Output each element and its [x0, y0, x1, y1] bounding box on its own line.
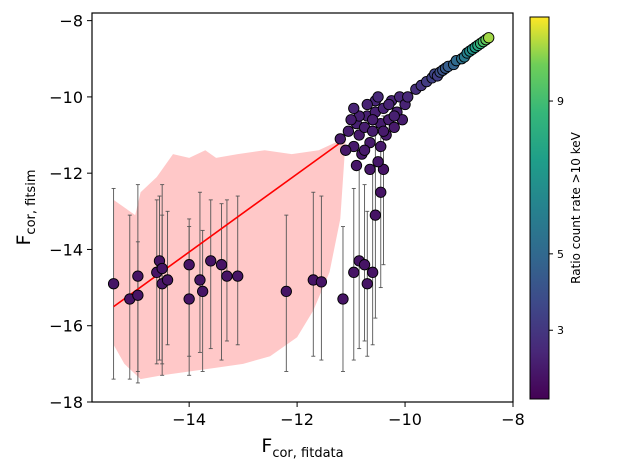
y-tick-label: −12 — [49, 164, 83, 183]
data-point — [375, 140, 387, 153]
fit-line — [113, 138, 347, 308]
data-point — [183, 293, 195, 305]
colorbar-tick-label: 5 — [557, 248, 564, 261]
data-point — [348, 266, 360, 278]
colorbar — [529, 16, 550, 400]
plot-frame — [91, 12, 514, 403]
data-point — [107, 278, 120, 290]
confidence-band — [113, 136, 346, 380]
x-axis-label-sub: cor, fitdata — [272, 446, 343, 461]
y-tick-label: −16 — [49, 317, 83, 336]
data-point — [372, 91, 384, 103]
data-point — [196, 285, 209, 298]
data-point-layer — [107, 32, 495, 305]
data-point — [334, 133, 346, 145]
data-point — [369, 209, 382, 221]
data-point — [383, 98, 395, 111]
data-point — [361, 278, 373, 290]
data-point — [132, 289, 144, 301]
colorbar-tick-label: 3 — [557, 324, 564, 337]
data-point — [353, 129, 365, 141]
data-point — [367, 266, 379, 278]
x-axis-label: Fcor, fitdata — [261, 435, 343, 461]
data-point — [367, 114, 379, 126]
y-tick-label: −14 — [49, 240, 83, 259]
data-point — [161, 274, 174, 286]
data-point — [345, 114, 357, 126]
data-point — [375, 186, 387, 198]
data-point — [483, 32, 495, 44]
data-point — [194, 274, 206, 286]
data-point — [340, 144, 352, 156]
y-axis-label-main: F — [13, 235, 35, 246]
x-tick-label: −14 — [172, 410, 206, 429]
data-point — [183, 259, 195, 271]
x-tick-label: −12 — [280, 410, 314, 429]
y-axis-label-sub: cor, fitsim — [24, 170, 39, 235]
data-point — [388, 121, 400, 134]
y-axis-label: Fcor, fitsim — [13, 170, 39, 246]
data-point — [388, 110, 400, 122]
data-point — [377, 125, 390, 137]
data-point — [358, 259, 371, 271]
x-axis-label-main: F — [261, 435, 272, 457]
x-tick-label: −10 — [388, 410, 422, 429]
y-tick-label: −18 — [49, 393, 83, 412]
data-point — [372, 156, 384, 168]
data-point — [280, 285, 292, 298]
data-point — [361, 98, 373, 111]
colorbar-ticks: 3 5 9 — [549, 95, 564, 337]
data-point — [156, 262, 168, 275]
data-point — [221, 270, 233, 282]
data-point — [377, 163, 390, 176]
x-ticks: −14 −12 −10 −8 — [172, 402, 525, 429]
fit-line-layer — [113, 138, 347, 308]
data-point — [215, 259, 228, 271]
data-point — [358, 144, 371, 156]
data-point — [350, 159, 363, 172]
data-point — [342, 125, 355, 137]
colorbar-tick-label: 9 — [557, 95, 564, 108]
confidence-band-layer — [113, 136, 346, 380]
data-point — [205, 255, 217, 267]
y-tick-label: −10 — [49, 88, 83, 107]
x-tick-label: −8 — [501, 410, 525, 429]
data-point — [315, 276, 328, 288]
data-point — [232, 270, 244, 282]
colorbar-label: Ratio count rate >10 keV — [569, 131, 583, 284]
data-point — [367, 125, 379, 137]
data-point — [337, 293, 349, 305]
data-point — [364, 163, 376, 176]
data-point — [132, 270, 144, 282]
y-tick-label: −8 — [59, 12, 83, 31]
data-point — [402, 91, 414, 103]
y-ticks: −18 −16 −14 −12 −10 −8 — [49, 12, 92, 412]
data-point — [364, 137, 376, 149]
data-point — [348, 102, 360, 114]
